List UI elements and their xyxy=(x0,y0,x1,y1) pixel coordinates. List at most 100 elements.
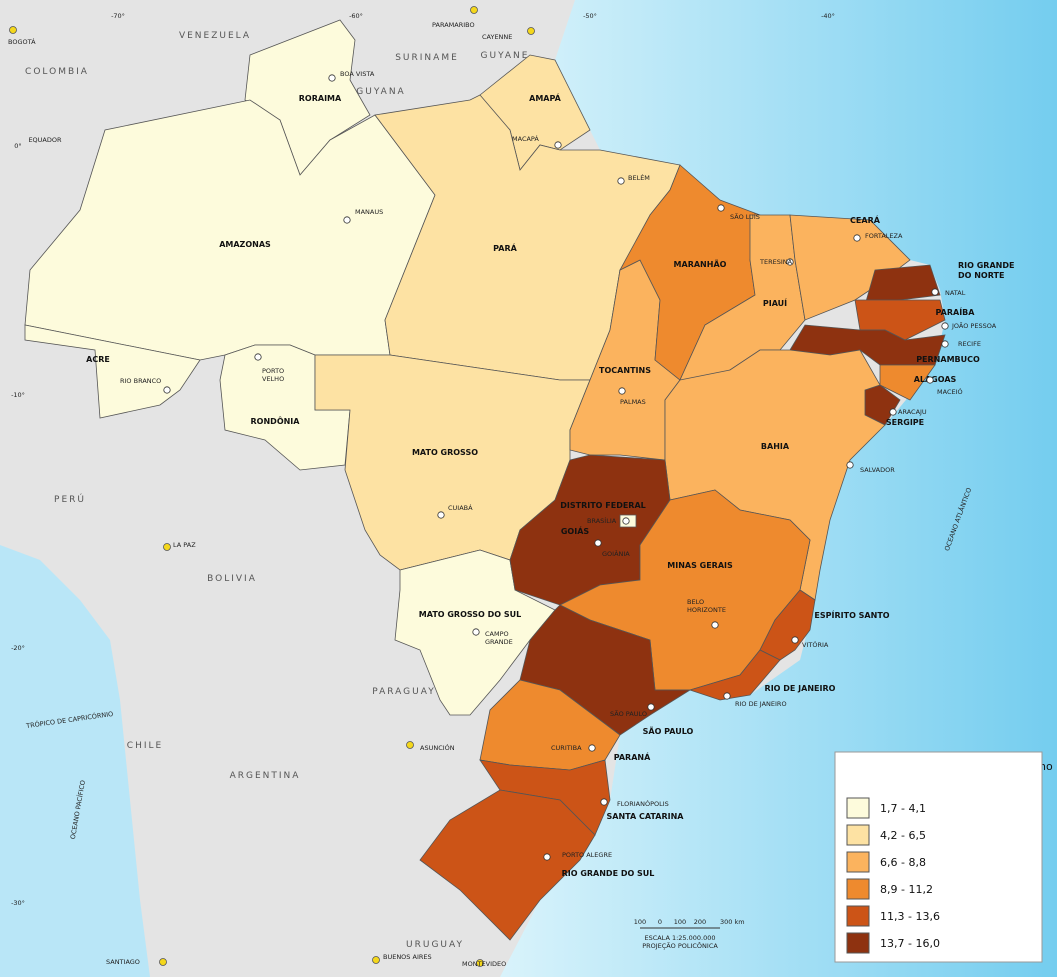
country-label: URUGUAY xyxy=(406,940,464,950)
state-label-line: ALAGOAS xyxy=(914,375,957,384)
capital-marker xyxy=(470,6,478,14)
state-label-line: RIO GRANDE DO SUL xyxy=(562,869,655,878)
capital-label: BUENOS AIRES xyxy=(383,953,432,961)
state-label-line: GOIÁS xyxy=(561,525,590,536)
city-label-line: NATAL xyxy=(945,289,966,297)
capital-marker xyxy=(372,956,380,964)
city-marker xyxy=(472,628,480,636)
state-label-line: RIO GRANDE xyxy=(958,261,1014,270)
country-label: SURINAME xyxy=(395,53,459,63)
state-label: AMAZONAS xyxy=(219,240,271,249)
city-marker xyxy=(343,216,351,224)
state-label-line: PARAÍBA xyxy=(936,306,976,317)
scale-text: PROJEÇÃO POLICÔNICA xyxy=(642,941,718,950)
city-label: PORTO VELHO xyxy=(262,367,284,383)
city-label-line: BOA VISTA xyxy=(340,70,375,78)
country-label: VENEZUELA xyxy=(179,31,251,41)
state-label: ACRE xyxy=(86,355,110,364)
state-label: ALAGOAS xyxy=(914,375,957,384)
state-label-line: MATO GROSSO xyxy=(412,448,478,457)
scale-tick: 0 xyxy=(658,918,662,926)
state-label-line: MARANHÃO xyxy=(674,259,727,269)
city-label-line: VELHO xyxy=(262,375,284,383)
state-label: MATO GROSSO xyxy=(412,448,478,457)
capital-marker xyxy=(406,741,414,749)
state-label: SERGIPE xyxy=(886,418,924,427)
city-label: MACAPÁ xyxy=(512,134,539,143)
coordinate-label: -70° xyxy=(111,12,125,20)
state xyxy=(688,649,781,701)
state-label: RIO GRANDE DO NORTE xyxy=(958,261,1014,280)
state-label-line: SÃO PAULO xyxy=(643,726,694,736)
state-label-line: DISTRITO FEDERAL xyxy=(560,501,646,510)
country-label: ARGENTINA xyxy=(230,771,301,781)
capital-label: LA PAZ xyxy=(173,541,196,549)
city-label: GOIÂNIA xyxy=(602,549,630,558)
state-label: RIO GRANDE DO SUL xyxy=(562,869,655,878)
state xyxy=(24,324,201,419)
city-label-line: MACAPÁ xyxy=(512,134,539,143)
state-label-line: PIAUÍ xyxy=(763,297,787,308)
city-marker xyxy=(711,621,719,629)
capital-label: ASUNCIÓN xyxy=(420,743,455,752)
city-label-line: PALMAS xyxy=(620,398,646,406)
coordinate-label: -50° xyxy=(583,12,597,20)
capital-label: CAYENNE xyxy=(482,33,512,41)
city-label: FORTALEZA xyxy=(865,232,903,240)
capital-marker xyxy=(163,543,171,551)
city-label-line: RECIFE xyxy=(958,340,981,348)
city-marker xyxy=(717,204,725,212)
scale-tick: 300 km xyxy=(720,918,745,926)
city-label-line: HORIZONTE xyxy=(687,606,726,614)
state-label: MATO GROSSO DO SUL xyxy=(419,610,521,619)
legend-swatch xyxy=(846,932,870,954)
legend-label: 11,3 - 13,6 xyxy=(880,910,940,923)
legend-swatch xyxy=(846,797,870,819)
city-marker xyxy=(941,322,949,330)
state-label-line: MATO GROSSO DO SUL xyxy=(419,610,521,619)
city-label: RIO BRANCO xyxy=(120,377,161,385)
state-label-line: ACRE xyxy=(86,355,110,364)
city-label-line: VITÓRIA xyxy=(802,640,829,649)
city-label: RIO DE JANEIRO xyxy=(735,700,787,708)
state-label: MARANHÃO xyxy=(674,259,727,269)
legend-label: 13,7 - 16,0 xyxy=(880,937,940,950)
city-label-line: PORTO xyxy=(262,367,284,375)
scale-tick: 200 xyxy=(694,918,706,926)
capital-marker xyxy=(9,26,17,34)
city-label-line: PORTO ALEGRE xyxy=(562,851,612,859)
city-label-line: SÃO PAULO xyxy=(610,709,647,718)
city-label: PALMAS xyxy=(620,398,646,406)
capital-label: PARAMARIBO xyxy=(432,21,475,29)
city-label: BRASÍLIA xyxy=(587,516,617,525)
city-label-line: TERESINA xyxy=(759,258,793,266)
legend-label: 8,9 - 11,2 xyxy=(880,883,933,896)
state-label-line: MINAS GERAIS xyxy=(667,561,733,570)
city-marker xyxy=(853,234,861,242)
city-label-line: FORTALEZA xyxy=(865,232,903,240)
city-label-line: MANAUS xyxy=(355,208,383,216)
state-label: SANTA CATARINA xyxy=(607,812,685,821)
city-marker xyxy=(554,141,562,149)
city-marker xyxy=(543,853,551,861)
country-label: GUYANA xyxy=(356,87,405,97)
coordinate-label: -30° xyxy=(11,899,25,907)
city-marker xyxy=(328,74,336,82)
city-marker xyxy=(437,511,445,519)
city-label-line: BRASÍLIA xyxy=(587,516,617,525)
state-label: RONDÔNIA xyxy=(251,415,301,426)
city-label: ARACAJU xyxy=(898,408,927,416)
city-marker xyxy=(618,387,626,395)
city-label: NATAL xyxy=(945,289,966,297)
city-label-line: GRANDE xyxy=(485,638,513,646)
capital-marker xyxy=(159,958,167,966)
state-label-line: RONDÔNIA xyxy=(251,415,301,426)
city-label-line: CURITIBA xyxy=(551,744,582,752)
state-label: BAHIA xyxy=(761,442,790,451)
state-label: PIAUÍ xyxy=(763,297,787,308)
state-label: PERNAMBUCO xyxy=(916,355,980,364)
city-label-line: JOÃO PESSOA xyxy=(951,321,997,330)
coordinate-label: -40° xyxy=(821,12,835,20)
city-marker xyxy=(163,386,171,394)
city-marker xyxy=(588,744,596,752)
